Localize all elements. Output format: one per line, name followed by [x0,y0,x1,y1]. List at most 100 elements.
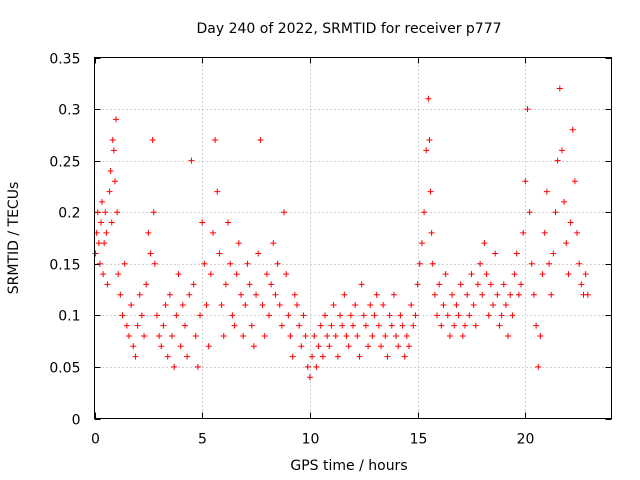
data-point [330,302,337,309]
data-point [212,137,219,144]
data-point [304,363,311,370]
data-point [522,178,529,185]
data-point [177,343,184,350]
data-point [539,271,546,278]
data-point [343,332,350,339]
data-point [505,332,512,339]
data-point [119,312,126,319]
data-point [362,322,369,329]
data-point [229,312,236,319]
data-point [395,343,402,350]
data-point [386,312,393,319]
data-point [296,322,303,329]
data-point [421,209,428,216]
data-point [106,188,113,195]
data-point [203,302,210,309]
x-tick-label: 0 [91,432,100,448]
data-point [95,240,102,247]
data-point [390,291,397,298]
data-point [113,116,120,123]
data-point [337,312,344,319]
data-point [479,291,486,298]
data-point [339,322,346,329]
data-point [162,302,169,309]
data-point [166,291,173,298]
data-point [311,332,318,339]
data-point [317,322,324,329]
axis-ticks: 0 5 10 15 20 0 0.05 0.1 0.15 0.2 0.25 0.3 0.35 [49,52,612,448]
data-point [181,322,188,329]
data-point [345,343,352,350]
data-point [107,167,114,174]
data-point [96,260,103,267]
data-point [492,250,499,257]
data-point [356,353,363,360]
data-point [464,291,471,298]
data-point [111,178,118,185]
data-point [507,291,514,298]
data-point [423,147,430,154]
data-point [138,312,145,319]
data-point [225,219,232,226]
x-tick-label: 10 [302,432,320,448]
data-point [487,281,494,288]
data-point [431,291,438,298]
x-tick-label: 5 [198,432,207,448]
y-tick-label: 0 [72,413,81,429]
data-point [455,312,462,319]
data-point [535,363,542,370]
y-tick-label: 0.2 [58,206,80,222]
data-point [134,322,141,329]
data-point [268,281,275,288]
data-point [158,343,165,350]
data-point [552,209,559,216]
data-point [438,322,445,329]
y-tick-label: 0.35 [49,52,80,68]
data-point [367,302,374,309]
data-point [192,332,199,339]
data-point [360,312,367,319]
data-point [578,281,585,288]
data-point [315,343,322,350]
data-point [388,322,395,329]
data-point [474,281,481,288]
data-point [436,281,443,288]
data-point [341,291,348,298]
data-point [582,271,589,278]
data-point [393,332,400,339]
data-point [468,271,475,278]
data-point [184,353,191,360]
data-point [410,322,417,329]
grid-lines [94,57,612,419]
data-point [496,322,503,329]
data-point [477,260,484,267]
data-point [533,322,540,329]
data-point [466,312,473,319]
data-point [92,250,99,257]
data-point [94,209,101,216]
data-point [571,178,578,185]
data-point [199,219,206,226]
data-point [285,312,292,319]
data-point [283,271,290,278]
data-point [100,271,107,278]
data-point [569,126,576,133]
data-point [274,260,281,267]
data-point [149,137,156,144]
data-point [231,322,238,329]
data-point [373,291,380,298]
data-point [293,302,300,309]
data-point [128,302,135,309]
data-point [428,229,435,236]
data-point [526,209,533,216]
data-point [244,260,251,267]
data-point [515,291,522,298]
data-point [375,322,382,329]
data-point [426,137,433,144]
data-point [543,188,550,195]
data-point [502,302,509,309]
data-point [190,281,197,288]
data-point [276,302,283,309]
data-point [446,332,453,339]
data-point [584,291,591,298]
